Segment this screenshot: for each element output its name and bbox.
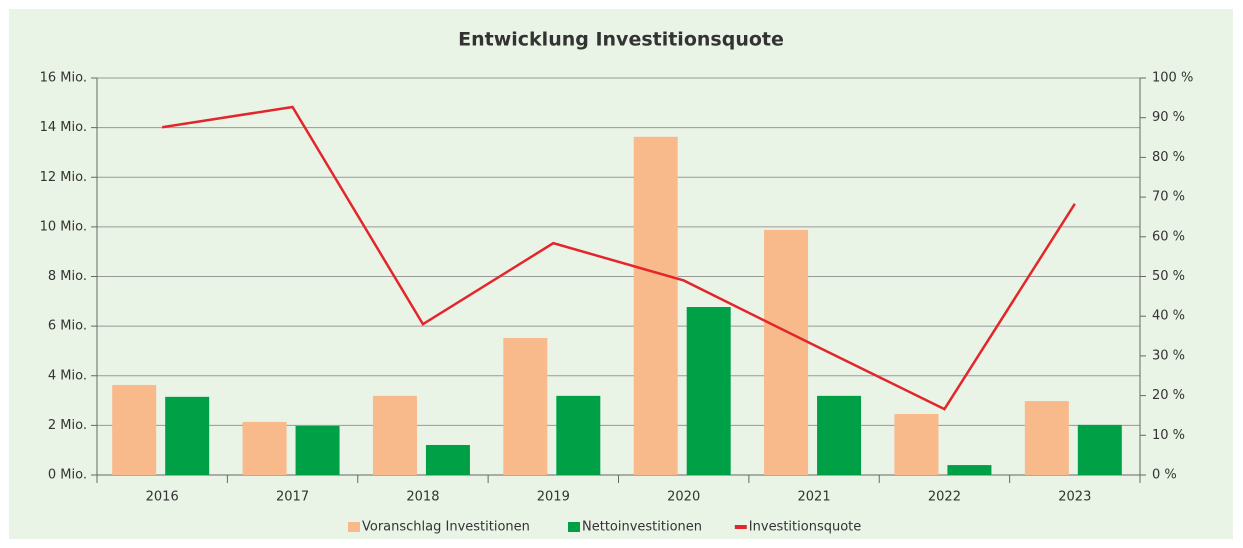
x-tick-label: 2022: [928, 490, 961, 505]
x-tick-label: 2018: [406, 490, 439, 505]
legend-swatch: [568, 522, 580, 532]
bar: [633, 136, 678, 476]
bar: [947, 465, 992, 475]
bar: [764, 229, 809, 475]
y2-tick-label: 70 %: [1152, 190, 1185, 205]
chart-title: Entwicklung Investitionsquote: [458, 29, 784, 51]
legend-swatch: [348, 522, 360, 532]
line: [161, 105, 1076, 411]
bar: [112, 384, 157, 475]
bar: [817, 395, 862, 475]
y2-tick-label: 10 %: [1152, 428, 1185, 443]
bar: [242, 421, 287, 475]
y-tick-label: 0 Mio.: [48, 468, 87, 483]
y-tick-label: 10 Mio.: [40, 219, 87, 234]
x-tick-label: 2021: [798, 490, 831, 505]
y2-tick-label: 0 %: [1152, 468, 1177, 483]
bar: [503, 338, 548, 475]
bar: [295, 425, 340, 475]
bar: [894, 413, 939, 475]
bar: [425, 444, 470, 475]
x-tick-label: 2017: [276, 490, 309, 505]
x-tick-label: 2019: [537, 490, 570, 505]
y2-tick-label: 100 %: [1152, 71, 1193, 86]
y2-tick-label: 90 %: [1152, 110, 1185, 125]
bar: [165, 396, 210, 475]
x-tick-label: 2023: [1058, 490, 1091, 505]
y-tick-label: 2 Mio.: [48, 418, 87, 433]
y-tick-label: 8 Mio.: [48, 269, 87, 284]
x-tick-label: 2020: [667, 490, 700, 505]
y-tick-label: 4 Mio.: [48, 368, 87, 383]
y2-tick-label: 50 %: [1152, 269, 1185, 284]
bar: [372, 395, 417, 475]
y2-tick-label: 60 %: [1152, 229, 1185, 244]
legend-label: Voranschlag Investitionen: [362, 520, 530, 535]
y2-tick-label: 30 %: [1152, 348, 1185, 363]
legend-label: Nettoinvestitionen: [582, 520, 702, 535]
y2-tick-label: 40 %: [1152, 309, 1185, 324]
bar: [1077, 424, 1122, 475]
y-tick-label: 12 Mio.: [40, 170, 87, 185]
y2-tick-label: 80 %: [1152, 150, 1185, 165]
bar: [686, 307, 731, 475]
legend-label: Investitionsquote: [749, 520, 861, 535]
y-tick-label: 16 Mio.: [40, 71, 87, 86]
bar: [556, 395, 601, 475]
y-tick-label: 14 Mio.: [40, 120, 87, 135]
y2-tick-label: 20 %: [1152, 388, 1185, 403]
legend-swatch: [734, 525, 747, 529]
x-tick-label: 2016: [146, 490, 179, 505]
bar: [1024, 401, 1069, 475]
y-tick-label: 6 Mio.: [48, 319, 87, 334]
